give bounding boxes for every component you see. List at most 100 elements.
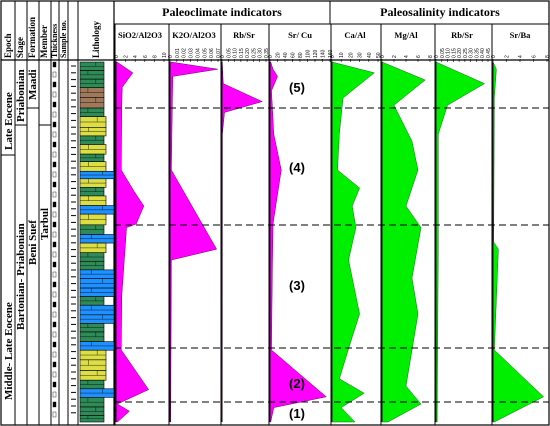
sample-ticks bbox=[71, 65, 76, 414]
tick-label: 0 bbox=[268, 55, 274, 58]
series-area bbox=[115, 61, 150, 423]
thickness-segment bbox=[52, 201, 57, 208]
tick-label: 140 bbox=[321, 49, 327, 58]
tick-label: 40 bbox=[283, 52, 289, 58]
tick-label: 2 bbox=[392, 55, 398, 58]
tick-label: 120 bbox=[313, 49, 319, 58]
lithology-header: Lithology bbox=[91, 20, 101, 58]
tick-label: 0.15 bbox=[239, 48, 245, 58]
thickness-segment bbox=[52, 351, 57, 358]
zone-label-2: (2) bbox=[289, 376, 305, 391]
tick-label: 6 bbox=[416, 55, 422, 58]
thickness-segment bbox=[52, 261, 57, 268]
member-lower-label: Tarbul bbox=[39, 208, 51, 240]
thickness-segment bbox=[52, 121, 57, 128]
series-area bbox=[492, 61, 545, 423]
tick-label: 0 bbox=[491, 55, 497, 58]
thickness-segment bbox=[52, 241, 57, 248]
tick-label: 2 bbox=[505, 55, 511, 58]
tick-label: 8 bbox=[428, 55, 434, 58]
tick-label: 0 bbox=[434, 55, 440, 58]
tick-label: 0.10 bbox=[233, 48, 239, 58]
zone-label-4: (4) bbox=[289, 160, 305, 175]
tick-label: 0.25 bbox=[251, 48, 257, 58]
thickness-segment bbox=[52, 341, 57, 348]
chart-title: Sr/ Cu bbox=[288, 30, 312, 40]
tick-label: 0 bbox=[330, 55, 336, 58]
tick-label: 0.04 bbox=[195, 48, 201, 58]
tick-label: 30 bbox=[358, 52, 364, 58]
tick-label: 0.35 bbox=[264, 48, 270, 58]
tick-label: 0 bbox=[168, 55, 174, 58]
tick-label: 0.06 bbox=[209, 48, 215, 58]
tick-label: 50 bbox=[376, 52, 382, 58]
tick-label: 8 bbox=[152, 55, 158, 58]
thickness-segment bbox=[52, 371, 57, 378]
thickness-segment bbox=[52, 291, 57, 298]
tick-label: 0.30 bbox=[469, 48, 475, 58]
thickness-segment bbox=[52, 61, 57, 68]
chart-panel-3: Rb/Sr 0 0.05 0.10 0.15 0.20 0.25 0.30 0.35 bbox=[220, 24, 270, 425]
chart-title: Rb/Sr bbox=[233, 30, 255, 40]
chart-panel-5: Ca/Al 0 10 20 30 40 50 bbox=[330, 24, 382, 425]
series-area bbox=[381, 61, 426, 423]
tick-label: 10 bbox=[339, 52, 345, 58]
thickness-segment bbox=[52, 301, 57, 308]
thickness-segment bbox=[52, 321, 57, 328]
thickness-segment bbox=[52, 71, 57, 78]
formation-header: Formation bbox=[27, 17, 37, 58]
formation-upper-label: Maadi bbox=[27, 69, 39, 100]
tick-label: 0.03 bbox=[189, 48, 195, 58]
tick-label: 6 bbox=[143, 55, 149, 58]
tick-label: 4 bbox=[133, 55, 139, 58]
thickness-segment bbox=[52, 141, 57, 148]
tick-label: 80 bbox=[298, 52, 304, 58]
tick-label: 4 bbox=[518, 55, 524, 58]
formation-lower-label: Beni Suef bbox=[27, 220, 39, 265]
tick-label: 20 bbox=[348, 52, 354, 58]
tick-label: 0.30 bbox=[258, 48, 264, 58]
thickness-segment bbox=[52, 81, 57, 88]
tick-label: 0.25 bbox=[463, 48, 469, 58]
tick-label: 0.05 bbox=[202, 48, 208, 58]
thickness-segment bbox=[52, 231, 57, 238]
thickness-segment bbox=[52, 91, 57, 98]
thickness-segment bbox=[52, 411, 57, 418]
thickness-segment bbox=[52, 131, 57, 138]
thickness-segment bbox=[52, 101, 57, 108]
thickness-segment bbox=[52, 251, 57, 258]
paleosalinity-group-title: Paleosalinity indicators bbox=[380, 5, 500, 19]
thickness-segment bbox=[52, 171, 57, 178]
tick-label: 0.15 bbox=[451, 48, 457, 58]
tick-label: 0 bbox=[114, 55, 120, 58]
tick-label: 0.40 bbox=[480, 48, 486, 58]
zone-label-3: (3) bbox=[289, 278, 305, 293]
tick-label: 40 bbox=[367, 52, 373, 58]
thickness-segment bbox=[52, 311, 57, 318]
chart-title: Ca/Al bbox=[344, 30, 366, 40]
tick-label: 0.01 bbox=[175, 48, 181, 58]
tick-label: 0.35 bbox=[474, 48, 480, 58]
series-area bbox=[435, 61, 486, 423]
thickness-segment bbox=[52, 151, 57, 158]
stage-lower-label: Bartonian- Priabonian bbox=[15, 223, 27, 330]
epoch-header: Epoch bbox=[3, 33, 13, 58]
sample-header: Sample no. bbox=[59, 20, 68, 58]
thickness-segment bbox=[52, 381, 57, 388]
stage-upper-label: Priabonian bbox=[15, 69, 27, 122]
tick-label: 0.20 bbox=[457, 48, 463, 58]
thickness-header: Thickness bbox=[50, 24, 59, 58]
thickness-segment bbox=[52, 191, 57, 198]
tick-label: 60 bbox=[291, 52, 297, 58]
thickness-scale bbox=[52, 61, 57, 418]
zone-boundaries bbox=[114, 107, 549, 403]
thickness-segment bbox=[52, 221, 57, 228]
epoch-upper-label: Late Eocene bbox=[3, 92, 15, 150]
chart-title: Sr/Ba bbox=[510, 30, 532, 40]
series-area bbox=[169, 61, 219, 423]
tick-label: 2 bbox=[124, 55, 130, 58]
tick-label: 0 bbox=[220, 55, 226, 58]
paleoclimate-group-title: Paleoclimate indicators bbox=[162, 5, 282, 19]
thickness-segment bbox=[52, 271, 57, 278]
